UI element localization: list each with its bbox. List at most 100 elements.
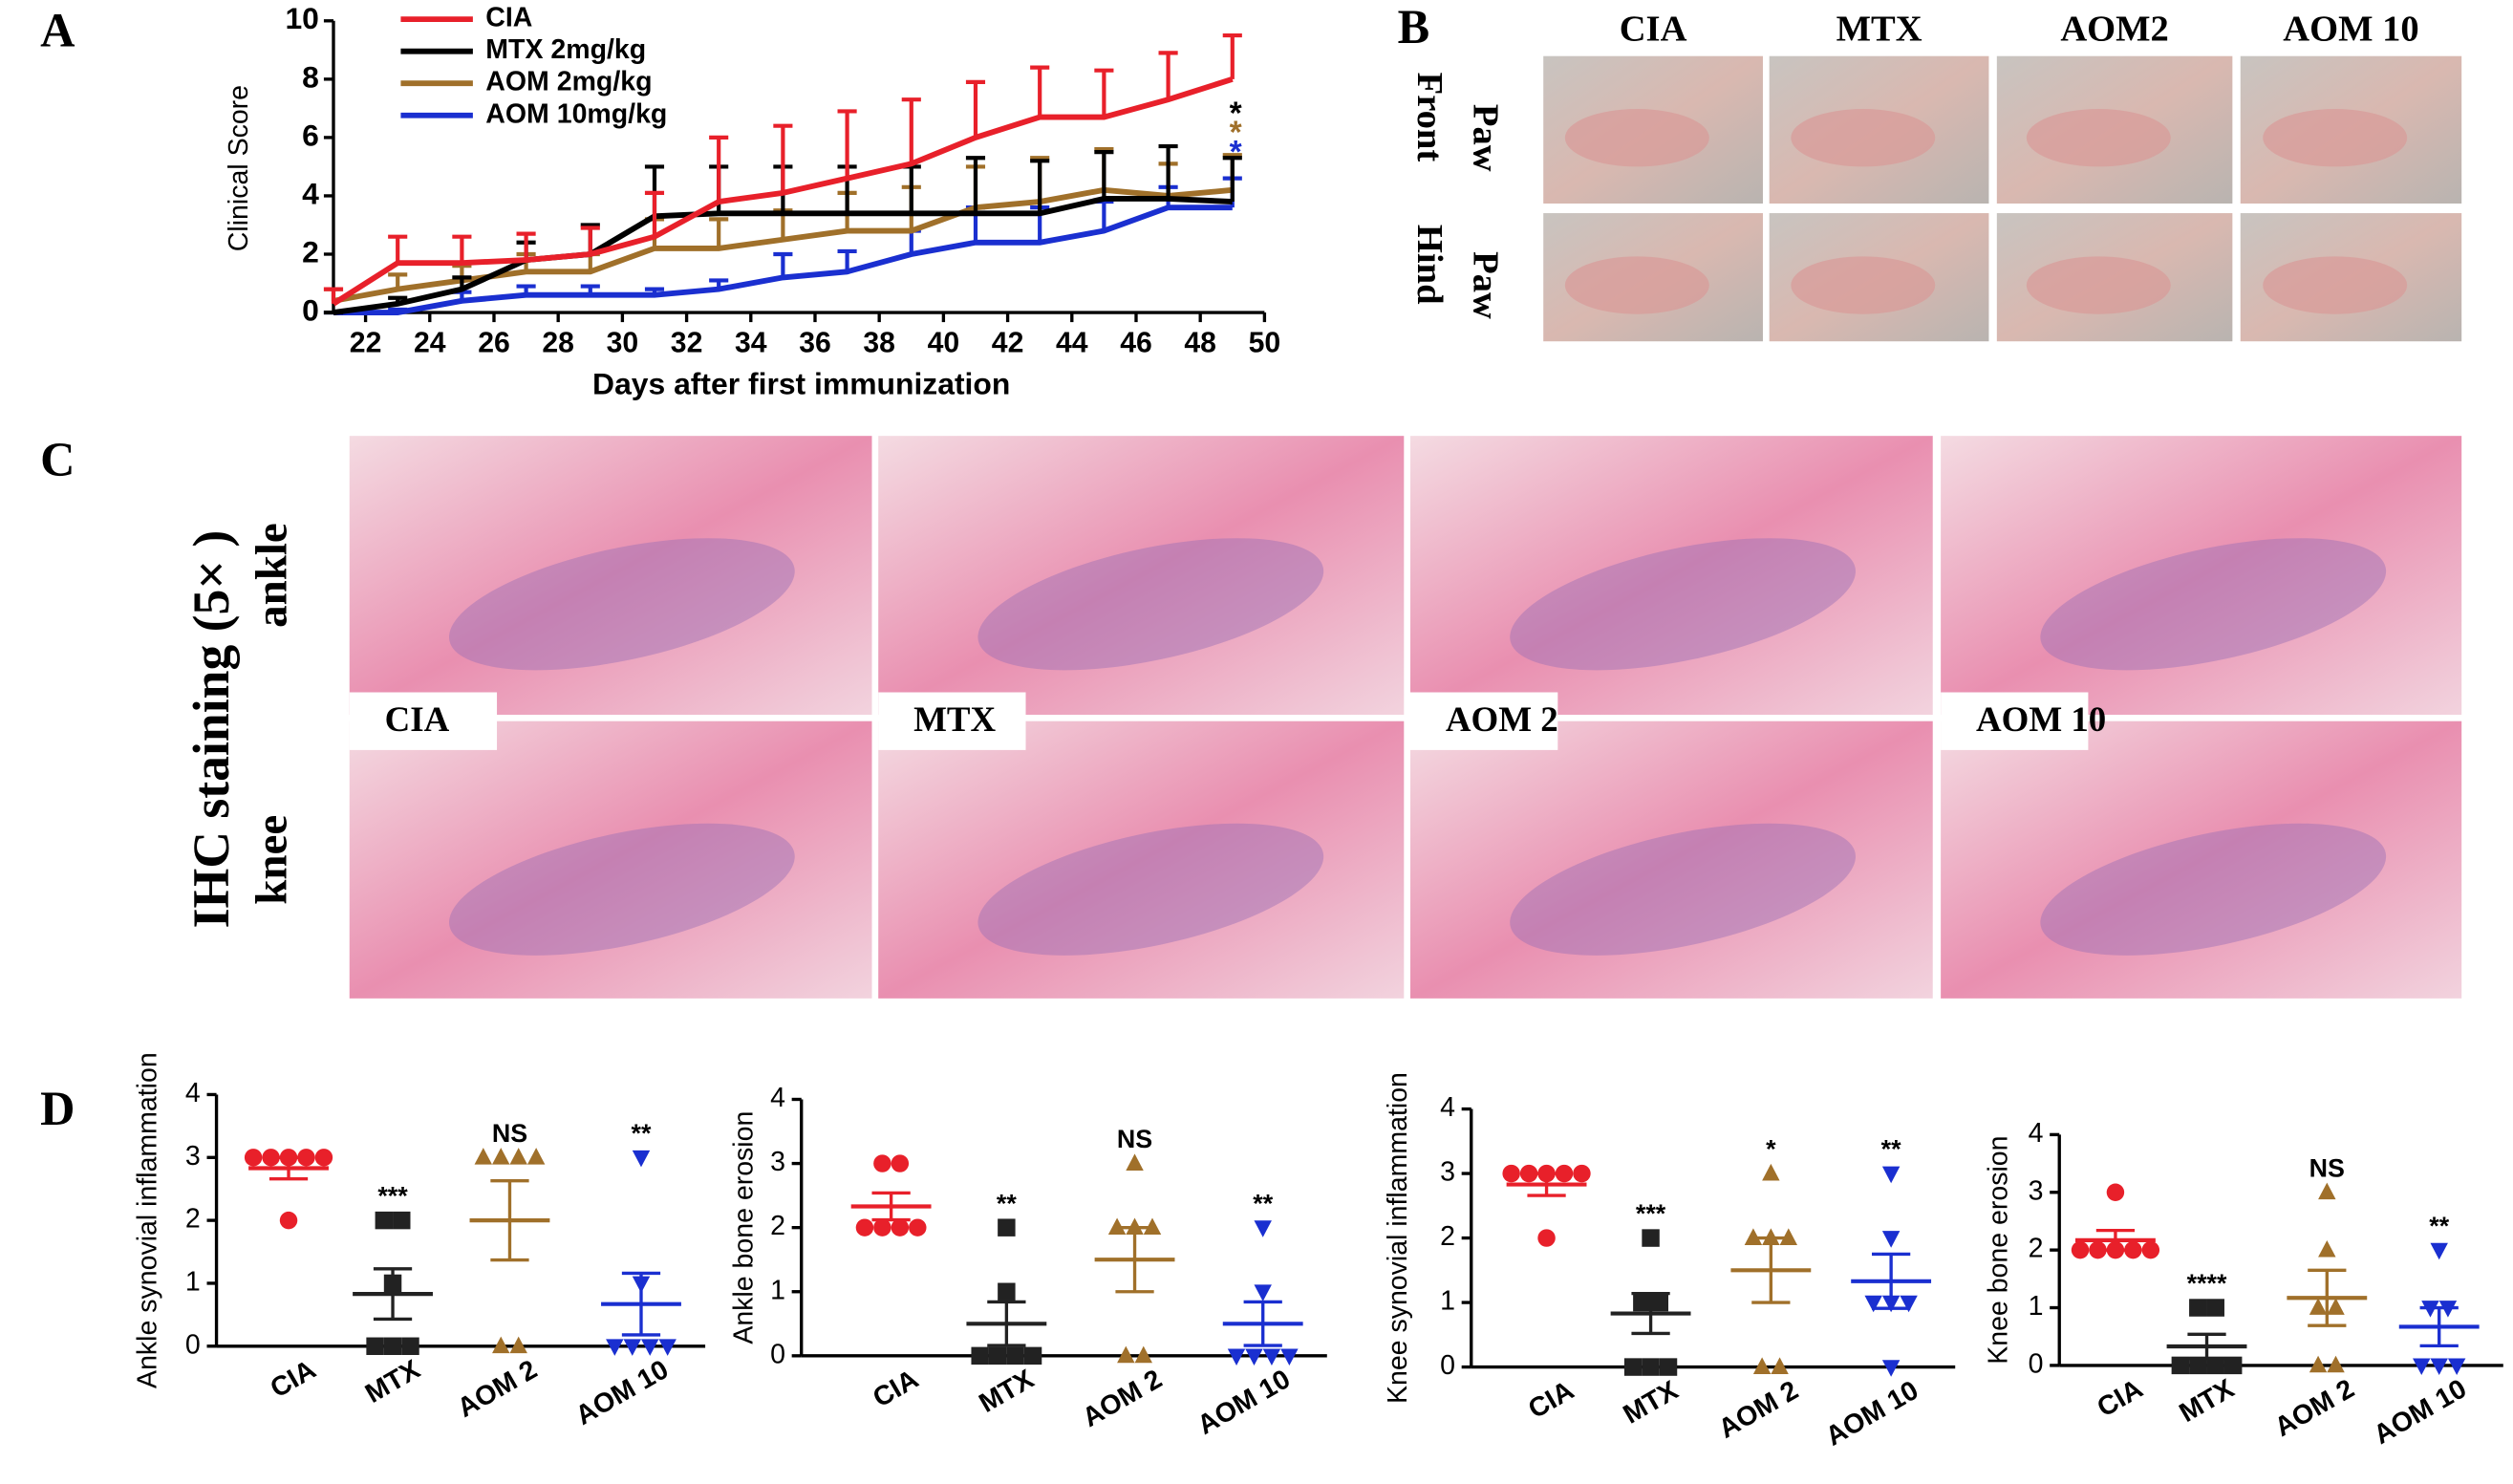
y-tick-label: 4 xyxy=(1440,1092,1455,1123)
y-axis-label: Knee bone erosion xyxy=(1984,1136,2014,1365)
y-axis-label: Knee synovial inflammation xyxy=(1383,1072,1413,1404)
data-point xyxy=(873,1154,891,1172)
data-point xyxy=(623,1339,641,1356)
x-tick-label: 42 xyxy=(992,328,1024,359)
data-point xyxy=(1623,1358,1643,1376)
data-point xyxy=(2106,1183,2125,1201)
sem-bar xyxy=(1751,1236,1791,1304)
significance: *** xyxy=(377,1182,408,1211)
data-point xyxy=(1650,1293,1669,1312)
data-point xyxy=(1642,1229,1660,1247)
x-tick-label: 38 xyxy=(863,328,895,359)
annotation: * xyxy=(1230,135,1243,170)
significance: ** xyxy=(1253,1189,1273,1217)
data-point xyxy=(2430,1242,2448,1260)
row-label: Paw xyxy=(1466,251,1506,319)
error-bar xyxy=(1222,156,1242,203)
significance: ** xyxy=(632,1119,652,1148)
sem-bar xyxy=(1243,1300,1282,1347)
data-point xyxy=(1752,1357,1772,1374)
y-tick-label: 1 xyxy=(1440,1286,1455,1317)
photo-detail xyxy=(2040,823,2387,956)
data-point xyxy=(492,1336,510,1354)
data-point xyxy=(1633,1293,1651,1312)
data-point xyxy=(1023,1346,1042,1366)
data-point xyxy=(2413,1358,2431,1376)
data-point xyxy=(2189,1356,2207,1375)
sem-bar xyxy=(268,1155,309,1181)
column-label: AOM 10 xyxy=(2283,9,2418,49)
annotation: * xyxy=(1230,97,1243,132)
legend-label: CIA xyxy=(485,3,532,33)
data-point xyxy=(1262,1348,1281,1366)
error-bar xyxy=(901,97,921,164)
data-point xyxy=(244,1149,263,1167)
data-point xyxy=(1537,1229,1556,1247)
y-tick-label: 3 xyxy=(2029,1175,2044,1206)
y-tick-label: 2 xyxy=(2029,1234,2044,1264)
data-point xyxy=(1642,1358,1660,1376)
error-bar xyxy=(837,248,857,272)
y-tick-label: 0 xyxy=(302,292,319,327)
photo-detail xyxy=(449,538,795,671)
y-tick-label: 4 xyxy=(302,176,319,210)
y-tick-label: 8 xyxy=(302,59,319,94)
significance: ** xyxy=(2429,1212,2449,1240)
error-bar xyxy=(388,234,408,264)
photo-detail xyxy=(977,823,1324,956)
y-tick-label: 3 xyxy=(770,1147,785,1177)
significance: ** xyxy=(997,1189,1017,1217)
sem-bar xyxy=(373,1267,413,1322)
data-point xyxy=(1117,1345,1135,1364)
x-tick-label: 26 xyxy=(478,328,510,359)
photo xyxy=(1941,436,2462,715)
legend-label: MTX 2mg/kg xyxy=(485,34,646,65)
x-tick-label: AOM 2 xyxy=(2269,1373,2359,1443)
data-point xyxy=(509,1336,527,1354)
y-tick-label: 4 xyxy=(185,1078,201,1108)
label-box xyxy=(1941,692,2089,750)
error-bar xyxy=(1158,51,1178,100)
significance: *** xyxy=(1636,1199,1666,1228)
error-bar xyxy=(773,123,793,193)
data-point xyxy=(2206,1356,2224,1375)
data-point xyxy=(2171,1356,2190,1375)
sem-bar xyxy=(2095,1228,2136,1252)
photo-detail xyxy=(2026,109,2171,167)
photo xyxy=(1941,720,2462,999)
y-tick-label: 6 xyxy=(302,118,319,152)
photo-detail xyxy=(1564,109,1709,167)
data-point xyxy=(2223,1356,2243,1375)
data-point xyxy=(1502,1164,1520,1183)
sem-bar xyxy=(987,1300,1026,1347)
x-tick-label: 32 xyxy=(671,328,703,359)
sem-bar xyxy=(1115,1225,1154,1294)
data-point xyxy=(393,1211,411,1230)
label-box xyxy=(349,692,498,750)
significance: * xyxy=(1766,1135,1776,1164)
data-point xyxy=(1227,1348,1246,1366)
data-point xyxy=(2141,1240,2160,1259)
column-label: MTX xyxy=(913,699,996,739)
data-point xyxy=(1881,1231,1901,1248)
panel-label: D xyxy=(40,1082,75,1135)
significance: **** xyxy=(2187,1269,2227,1298)
photo-detail xyxy=(977,538,1324,671)
data-point xyxy=(1771,1357,1789,1374)
x-tick-label: AOM 10 xyxy=(2369,1373,2472,1451)
photo-detail xyxy=(2263,256,2408,314)
y-tick-label: 3 xyxy=(1440,1157,1455,1188)
data-point xyxy=(2318,1182,2336,1200)
data-point xyxy=(632,1150,651,1168)
y-tick-label: 3 xyxy=(185,1141,201,1172)
x-tick-label: 34 xyxy=(735,328,767,359)
error-bar xyxy=(901,164,921,214)
data-point xyxy=(2430,1358,2448,1376)
x-tick-label: 28 xyxy=(542,328,574,359)
data-point xyxy=(1006,1346,1024,1366)
sem-bar xyxy=(2308,1268,2347,1327)
x-tick-label: 44 xyxy=(1056,328,1088,359)
y-tick-label: 0 xyxy=(770,1339,785,1369)
sem-bar xyxy=(490,1178,529,1262)
